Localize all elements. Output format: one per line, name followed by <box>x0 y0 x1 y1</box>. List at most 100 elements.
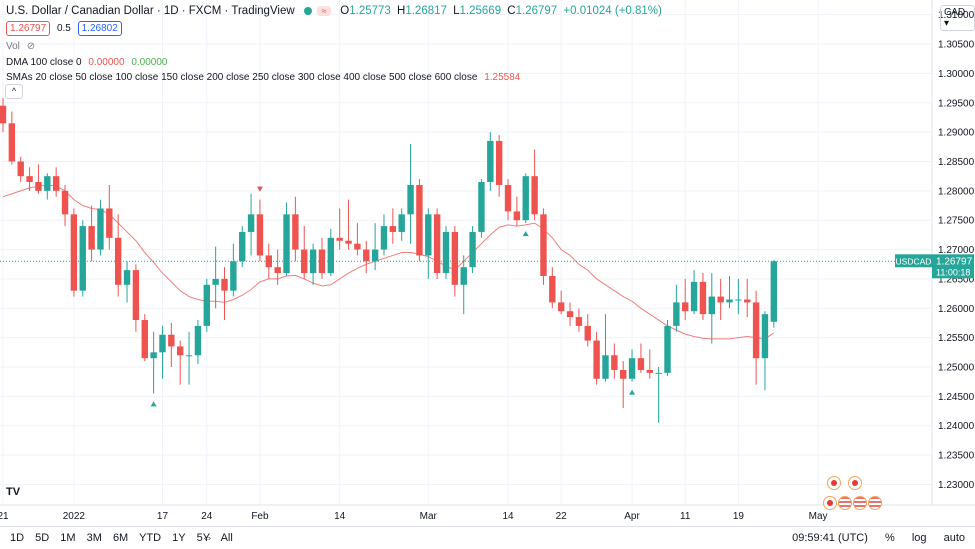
bid-box[interactable]: 1.26797 <box>6 21 51 36</box>
candle-body[interactable] <box>274 267 281 274</box>
candle-body[interactable] <box>70 214 78 291</box>
range-6m[interactable]: 6M <box>112 532 129 544</box>
candle-body[interactable] <box>549 275 556 303</box>
candle-body[interactable] <box>407 184 414 215</box>
candle-body[interactable] <box>487 140 494 183</box>
candle-body[interactable] <box>114 237 122 285</box>
candle-body[interactable] <box>185 355 193 357</box>
candle-body[interactable] <box>345 240 352 244</box>
canada-flag-icon[interactable] <box>827 476 841 490</box>
ask-box[interactable]: 1.26802 <box>77 21 122 36</box>
candle-body[interactable] <box>495 140 503 185</box>
candle-body[interactable] <box>752 302 760 359</box>
candle-body[interactable] <box>35 182 42 191</box>
candle-body[interactable] <box>735 299 742 301</box>
candle-body[interactable] <box>425 214 432 256</box>
candle-body[interactable] <box>97 208 104 250</box>
candle-body[interactable] <box>557 302 565 312</box>
candle-body[interactable] <box>646 369 653 373</box>
candle-body[interactable] <box>354 243 361 250</box>
candle-body[interactable] <box>690 281 698 312</box>
candle-body[interactable] <box>132 270 140 321</box>
candle-body[interactable] <box>637 358 645 370</box>
tradingview-logo[interactable]: TV <box>6 486 21 498</box>
candle-body[interactable] <box>744 299 751 303</box>
candle-body[interactable] <box>460 267 467 285</box>
candle-body[interactable] <box>123 270 131 285</box>
candle-body[interactable] <box>531 176 538 215</box>
price-chart[interactable]: 1.31000 1.30500 1.30000 1.29500 1.29000 1.285… <box>0 0 975 526</box>
candle-body[interactable] <box>336 237 343 241</box>
candle-body[interactable] <box>611 355 618 370</box>
candle-body[interactable] <box>504 184 512 212</box>
us-flag-icon[interactable] <box>853 496 867 510</box>
candle-body[interactable] <box>17 161 24 177</box>
candle-body[interactable] <box>52 176 60 191</box>
vol-indicator[interactable]: Vol ⊘ <box>6 41 35 52</box>
canada-flag-icon[interactable] <box>823 496 837 510</box>
candle-body[interactable] <box>593 340 600 379</box>
candle-body[interactable] <box>575 317 583 326</box>
candle-body[interactable] <box>478 182 485 232</box>
candle-body[interactable] <box>327 237 335 274</box>
candle-body[interactable] <box>726 299 733 303</box>
candle-body[interactable] <box>398 214 405 232</box>
range-5y[interactable]: 5Y <box>196 532 211 544</box>
calendar-range-icon[interactable]: ⇔ <box>202 532 213 544</box>
dma-indicator[interactable]: DMA 100 close 0 0.00000 0.00000 <box>6 57 167 68</box>
candle-body[interactable] <box>761 314 769 359</box>
range-3m[interactable]: 3M <box>86 532 102 544</box>
candle-body[interactable] <box>61 190 69 215</box>
economic-events[interactable] <box>823 476 883 515</box>
eye-off-icon[interactable]: ⊘ <box>26 41 36 52</box>
percent-toggle[interactable]: % <box>884 532 895 544</box>
candle-body[interactable] <box>416 184 423 256</box>
candle-body[interactable] <box>247 214 255 232</box>
candle-body[interactable] <box>380 226 388 250</box>
candle-body[interactable] <box>389 226 397 232</box>
candle-body[interactable] <box>540 214 547 276</box>
candle-body[interactable] <box>442 231 450 274</box>
candle-body[interactable] <box>230 261 237 291</box>
candle-body[interactable] <box>168 334 175 347</box>
candle-body[interactable] <box>256 214 264 256</box>
log-toggle[interactable]: log <box>911 532 927 544</box>
candle-body[interactable] <box>522 176 529 221</box>
range-all[interactable]: All <box>220 532 233 544</box>
candle-body[interactable] <box>469 231 476 268</box>
candle-body[interactable] <box>141 320 148 359</box>
candle-body[interactable] <box>292 214 299 250</box>
candle-body[interactable] <box>309 249 317 274</box>
candle-body[interactable] <box>265 255 272 268</box>
auto-toggle[interactable]: auto <box>943 532 965 544</box>
candle-body[interactable] <box>150 352 157 359</box>
us-flag-icon[interactable] <box>838 496 852 510</box>
currency-button[interactable]: CAD ▾ <box>940 5 975 31</box>
candle-body[interactable] <box>566 311 574 318</box>
candle-body[interactable] <box>371 249 379 262</box>
candle-body[interactable] <box>673 302 680 326</box>
smas-indicator[interactable]: SMAs 20 close 50 close 100 close 150 clo… <box>6 72 520 83</box>
candle-body[interactable] <box>239 231 246 262</box>
candle-body[interactable] <box>177 346 184 356</box>
candle-body[interactable] <box>88 226 95 250</box>
candle-body[interactable] <box>602 355 609 379</box>
candle-body[interactable] <box>212 278 219 285</box>
candle-body[interactable] <box>159 334 166 353</box>
candle-body[interactable] <box>628 358 636 379</box>
candle-body[interactable] <box>363 249 370 262</box>
candle-body[interactable] <box>682 302 689 312</box>
candle-body[interactable] <box>433 214 441 274</box>
candle-body[interactable] <box>620 369 627 379</box>
symbol-title[interactable]: U.S. Dollar / Canadian Dollar · 1D · FXC… <box>6 5 295 17</box>
candle-body[interactable] <box>0 105 7 124</box>
canada-flag-icon[interactable] <box>848 476 862 490</box>
candle-body[interactable] <box>770 261 778 322</box>
range-ytd[interactable]: YTD <box>139 532 162 544</box>
candle-body[interactable] <box>451 231 459 285</box>
range-1d[interactable]: 1D <box>10 532 25 544</box>
candle-body[interactable] <box>584 325 591 341</box>
candle-body[interactable] <box>717 296 724 303</box>
range-5d[interactable]: 5D <box>35 532 50 544</box>
candle-body[interactable] <box>513 211 521 221</box>
